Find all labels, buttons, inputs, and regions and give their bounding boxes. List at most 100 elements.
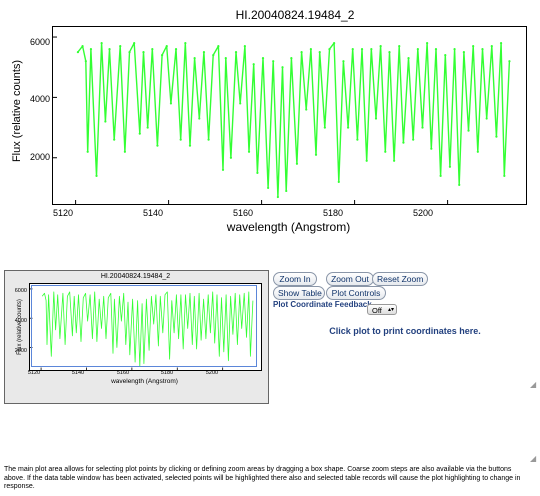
data-point[interactable] xyxy=(323,126,326,129)
data-point[interactable] xyxy=(398,44,401,48)
data-point[interactable] xyxy=(184,41,187,45)
data-point[interactable] xyxy=(333,41,336,45)
data-point[interactable] xyxy=(314,153,318,156)
data-point[interactable] xyxy=(434,48,438,51)
data-point[interactable] xyxy=(490,44,493,48)
data-point[interactable] xyxy=(290,57,293,60)
data-point[interactable] xyxy=(261,57,265,60)
data-point[interactable] xyxy=(243,44,246,48)
data-point[interactable] xyxy=(81,44,84,48)
thumbnail-chart[interactable] xyxy=(30,284,261,370)
data-point[interactable] xyxy=(104,120,107,123)
data-point[interactable] xyxy=(247,150,251,153)
show-table-button[interactable]: Show Table xyxy=(273,286,325,300)
data-point[interactable] xyxy=(252,63,255,66)
data-point[interactable] xyxy=(100,41,103,45)
data-point[interactable] xyxy=(174,48,178,51)
data-point[interactable] xyxy=(462,51,465,54)
data-point[interactable] xyxy=(113,138,116,141)
reset-zoom-button[interactable]: Reset Zoom xyxy=(372,272,428,286)
data-point[interactable] xyxy=(407,57,410,60)
data-point[interactable] xyxy=(89,48,93,51)
data-point[interactable] xyxy=(365,159,368,162)
data-point[interactable] xyxy=(138,132,141,135)
data-point[interactable] xyxy=(300,51,303,54)
data-point[interactable] xyxy=(142,51,145,54)
data-point[interactable] xyxy=(108,48,111,51)
spectrum-line[interactable] xyxy=(77,42,511,198)
data-point[interactable] xyxy=(426,41,429,45)
data-point[interactable] xyxy=(276,195,279,199)
data-point[interactable] xyxy=(76,51,80,54)
data-point[interactable] xyxy=(133,41,136,45)
data-point[interactable] xyxy=(342,60,345,63)
data-point[interactable] xyxy=(495,135,498,138)
zoom-out-button[interactable]: Zoom Out xyxy=(326,272,374,286)
data-point[interactable] xyxy=(193,57,196,60)
resize-grip-icon[interactable]: ◢ xyxy=(530,380,537,389)
data-point[interactable] xyxy=(481,48,484,51)
data-point[interactable] xyxy=(285,189,288,193)
data-point[interactable] xyxy=(360,48,364,51)
data-point[interactable] xyxy=(256,171,259,174)
data-point[interactable] xyxy=(305,108,308,111)
data-point[interactable] xyxy=(202,51,206,54)
data-point[interactable] xyxy=(229,156,233,159)
data-point[interactable] xyxy=(160,54,164,57)
data-point[interactable] xyxy=(221,168,225,171)
data-point[interactable] xyxy=(485,117,488,120)
data-point[interactable] xyxy=(393,159,396,162)
data-point[interactable] xyxy=(476,150,479,153)
data-point[interactable] xyxy=(234,51,238,54)
data-point[interactable] xyxy=(499,41,503,45)
data-point[interactable] xyxy=(453,48,456,51)
data-point[interactable] xyxy=(467,129,470,132)
data-point[interactable] xyxy=(198,117,201,120)
coordinate-feedback-select[interactable]: Off ▴▾ xyxy=(367,304,397,315)
data-point[interactable] xyxy=(239,102,242,105)
data-point[interactable] xyxy=(328,48,331,51)
data-point[interactable] xyxy=(151,48,154,51)
data-point[interactable] xyxy=(272,60,275,63)
data-point[interactable] xyxy=(146,126,149,129)
data-point[interactable] xyxy=(169,102,173,105)
zoom-selection-box[interactable] xyxy=(31,285,257,367)
data-point[interactable] xyxy=(217,44,220,48)
data-point[interactable] xyxy=(95,174,98,177)
data-point[interactable] xyxy=(119,44,122,48)
data-point[interactable] xyxy=(472,44,475,48)
data-point[interactable] xyxy=(384,150,387,153)
data-point[interactable] xyxy=(416,48,419,51)
data-point[interactable] xyxy=(337,180,340,183)
data-point[interactable] xyxy=(444,54,447,57)
data-point[interactable] xyxy=(439,174,442,177)
data-point[interactable] xyxy=(508,60,511,63)
data-point[interactable] xyxy=(86,150,89,153)
data-point[interactable] xyxy=(379,44,382,48)
data-point[interactable] xyxy=(503,174,506,177)
spectrum-chart[interactable] xyxy=(53,27,526,204)
data-point[interactable] xyxy=(128,51,131,54)
data-point[interactable] xyxy=(370,48,373,51)
zoom-in-button[interactable]: Zoom In xyxy=(273,272,317,286)
data-point[interactable] xyxy=(421,126,424,129)
data-point[interactable] xyxy=(458,183,461,187)
data-point[interactable] xyxy=(412,138,415,141)
resize-grip-icon[interactable]: ◢ xyxy=(530,454,537,463)
data-point[interactable] xyxy=(388,51,391,54)
data-point[interactable] xyxy=(309,48,312,51)
spectrum-line[interactable] xyxy=(41,291,254,367)
plot-controls-button[interactable]: Plot Controls xyxy=(326,286,386,300)
data-point[interactable] xyxy=(448,165,452,168)
data-point[interactable] xyxy=(212,54,215,57)
data-point[interactable] xyxy=(267,186,270,190)
main-plot-area[interactable] xyxy=(52,26,527,205)
data-point[interactable] xyxy=(224,57,227,60)
data-point[interactable] xyxy=(281,66,284,69)
data-point[interactable] xyxy=(295,162,299,165)
data-point[interactable] xyxy=(123,150,126,153)
data-point[interactable] xyxy=(430,147,433,150)
data-point[interactable] xyxy=(356,138,359,141)
thumbnail-plot[interactable] xyxy=(29,283,262,371)
data-point[interactable] xyxy=(351,48,354,51)
